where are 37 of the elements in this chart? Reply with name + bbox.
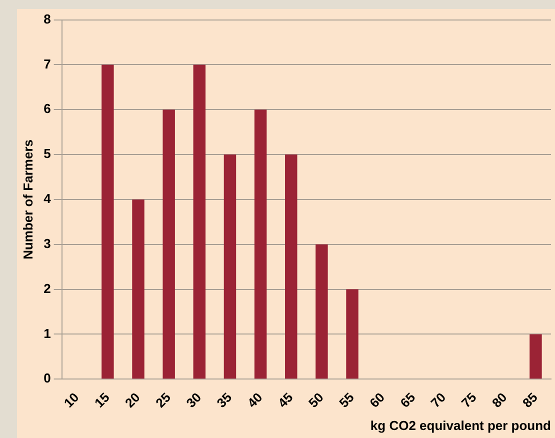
- bar: [193, 64, 206, 379]
- x-tick-label: 25: [152, 390, 174, 411]
- x-tick-label: 55: [336, 390, 357, 411]
- x-tick-label: 15: [92, 390, 112, 411]
- y-tick-label: 3: [44, 236, 51, 251]
- x-tick-label: 85: [520, 390, 540, 411]
- bar: [132, 199, 144, 379]
- x-tick-label: 30: [183, 390, 204, 411]
- y-axis-title: Number of Farmers: [20, 140, 36, 260]
- bar: [254, 110, 267, 379]
- bar: [346, 289, 358, 379]
- bar: [530, 334, 542, 379]
- y-tick-label: 2: [44, 280, 51, 296]
- x-tick-label: 70: [428, 390, 449, 411]
- x-tick-label: 65: [397, 390, 418, 411]
- x-tick-label: 75: [458, 390, 480, 411]
- y-tick-label: 5: [44, 146, 51, 162]
- bar: [102, 64, 114, 379]
- y-tick-label: 6: [44, 101, 51, 116]
- x-tick-label: 50: [306, 390, 326, 411]
- x-tick-label: 80: [488, 390, 510, 411]
- y-tick-label: 1: [44, 326, 51, 341]
- y-tick-label: 0: [44, 370, 51, 386]
- bar: [285, 154, 298, 379]
- y-tick-label: 7: [44, 56, 51, 72]
- x-tick-label: 45: [274, 390, 296, 411]
- x-tick-label: 20: [122, 390, 143, 411]
- x-axis-title: kg CO2 equivalent per pound: [370, 418, 552, 433]
- y-tick-label: 4: [44, 191, 52, 206]
- x-tick-label: 60: [366, 390, 388, 411]
- x-tick-label: 10: [60, 390, 82, 411]
- x-tick-label: 35: [214, 390, 235, 411]
- bar: [224, 154, 236, 379]
- y-tick-label: 8: [44, 11, 51, 26]
- x-tick-label: 40: [244, 390, 266, 411]
- bar: [162, 110, 175, 379]
- bar: [316, 244, 328, 379]
